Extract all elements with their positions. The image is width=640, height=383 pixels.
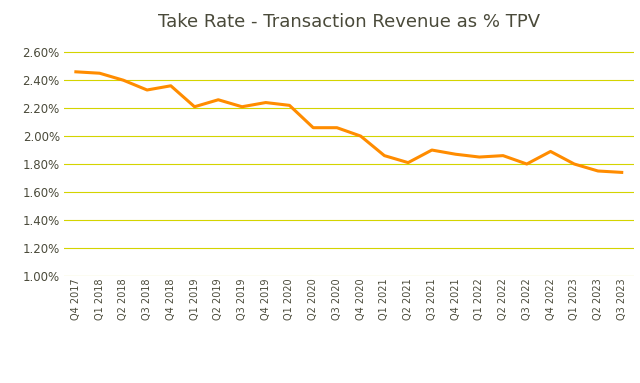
Title: Take Rate - Transaction Revenue as % TPV: Take Rate - Transaction Revenue as % TPV bbox=[157, 13, 540, 31]
